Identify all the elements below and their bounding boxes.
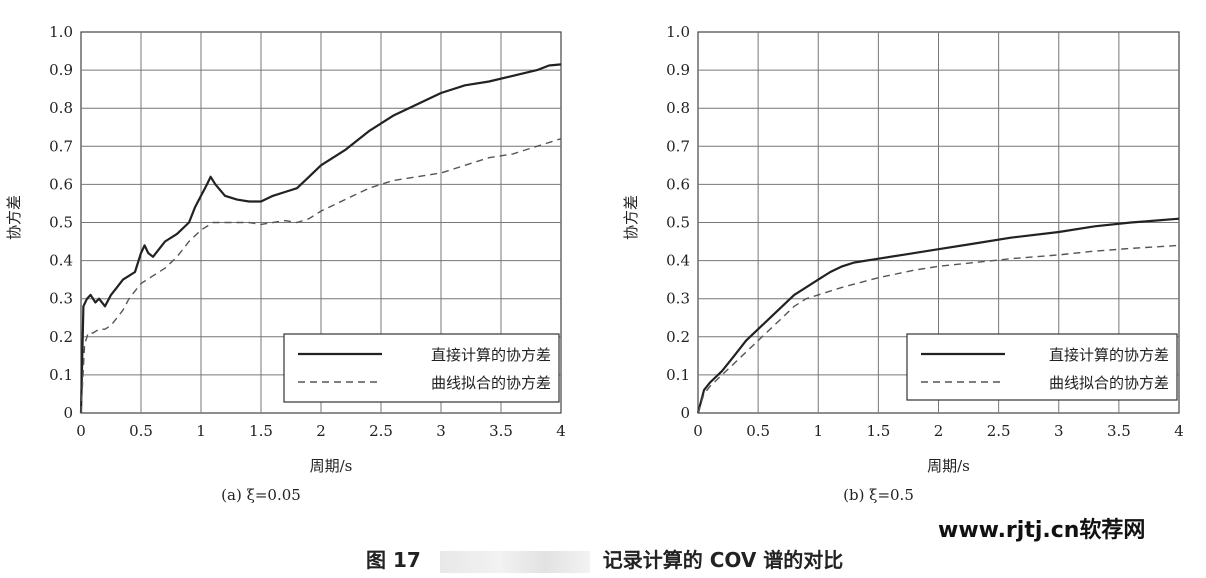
legend-label-fitted: 曲线拟合的协方差: [431, 374, 551, 392]
y-tick-label: 0.8: [666, 99, 690, 117]
legend-label-direct: 直接计算的协方差: [431, 346, 551, 364]
y-tick-label: 0.7: [49, 137, 73, 155]
series-line-direct: [79, 63, 562, 414]
y-tick-label: 0.9: [49, 61, 73, 79]
y-tick-label: 0.8: [49, 99, 73, 117]
x-tick-label: 3: [1054, 422, 1064, 440]
y-tick-label: 0.5: [666, 214, 690, 232]
y-tick-label: 1.0: [49, 23, 73, 41]
blurred-region: [439, 550, 590, 573]
x-tick-label: 2.5: [369, 422, 393, 440]
x-tick-label: 1: [813, 422, 823, 440]
x-tick-label: 2: [934, 422, 944, 440]
y-tick-label: 0.5: [49, 214, 73, 232]
y-axis-label: 协方差: [622, 195, 640, 240]
x-axis-label: 周期/s: [310, 457, 353, 475]
legend-box: [906, 333, 1178, 401]
series-line-fitted: [697, 244, 1180, 414]
x-tick-label: 0.5: [746, 422, 770, 440]
chart-subtitle: (b) ξ=0.5: [843, 486, 914, 504]
y-tick-label: 0.6: [666, 175, 690, 193]
x-tick-label: 2: [316, 422, 326, 440]
y-tick-label: 0.1: [666, 366, 690, 384]
x-tick-label: 0: [76, 422, 86, 440]
x-tick-label: 3.5: [1107, 422, 1131, 440]
legend-box: [283, 333, 560, 403]
y-tick-label: 0: [680, 404, 690, 422]
y-tick-label: 0.4: [49, 252, 73, 270]
x-tick-label: 3: [436, 422, 446, 440]
y-tick-label: 0.3: [49, 290, 73, 308]
legend-label-direct: 直接计算的协方差: [1049, 346, 1169, 364]
x-axis-label: 周期/s: [927, 457, 970, 475]
y-tick-label: 0.1: [49, 366, 73, 384]
y-tick-label: 0.9: [666, 61, 690, 79]
chart-panel-a: 0 0.5 1 1.5 2 2.5 3 3.5 4 0 0.1 0.2 0.3 0.4 0.5 0.6 0.7 0…: [5, 23, 566, 504]
x-tick-label: 1: [196, 422, 206, 440]
x-tick-label: 1.5: [866, 422, 890, 440]
y-tick-label: 0.4: [666, 252, 690, 270]
series-line-direct: [696, 217, 1180, 414]
y-tick-label: 0.6: [49, 175, 73, 193]
watermark-text: www.rjtj.cn软荐网: [938, 518, 1146, 543]
chart-panel-b: 0 0.5 1 1.5 2 2.5 3 3.5 4 0 0.1 0.2 0.3 0.4 0.5 0.6 0.7 0…: [622, 23, 1184, 504]
legend-label-fitted: 曲线拟合的协方差: [1049, 374, 1169, 392]
figure-number: 图 17: [366, 548, 421, 572]
x-tick-label: 0: [693, 422, 703, 440]
x-tick-label: 4: [1174, 422, 1184, 440]
chart-subtitle: (a) ξ=0.05: [221, 486, 301, 504]
y-tick-label: 0.2: [49, 328, 73, 346]
y-tick-label: 1.0: [666, 23, 690, 41]
x-tick-label: 4: [556, 422, 566, 440]
x-tick-label: 2.5: [987, 422, 1011, 440]
figure-caption: 图 17 记录计算的 COV 谱的对比: [366, 544, 843, 573]
y-tick-label: 0.3: [666, 290, 690, 308]
series-line-fitted: [80, 138, 562, 414]
y-tick-label: 0.7: [666, 137, 690, 155]
x-tick-label: 0.5: [129, 422, 153, 440]
y-tick-label: 0: [63, 404, 73, 422]
x-tick-label: 1.5: [249, 422, 273, 440]
y-axis-label: 协方差: [5, 195, 23, 240]
x-tick-label: 3.5: [489, 422, 513, 440]
y-tick-label: 0.2: [666, 328, 690, 346]
figure-caption-text: 记录计算的 COV 谱的对比: [602, 548, 844, 572]
